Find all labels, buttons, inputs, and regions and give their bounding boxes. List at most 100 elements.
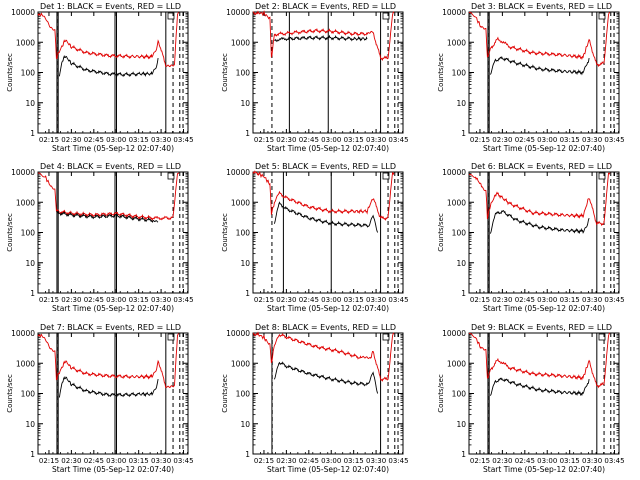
y-tick-label: 10 bbox=[25, 259, 35, 268]
corner-box bbox=[598, 333, 606, 341]
x-axis-label: Start Time (05-Sep-12 02:07:40) bbox=[267, 144, 389, 153]
panel-title: Det 7: BLACK = Events, RED = LLD bbox=[40, 323, 181, 332]
y-tick-label: 100 bbox=[236, 390, 251, 399]
series-line-events bbox=[58, 54, 159, 78]
x-axis-label: Start Time (05-Sep-12 02:07:40) bbox=[483, 144, 605, 153]
y-tick-label: 10000 bbox=[226, 168, 250, 177]
y-axis-label: Counts/sec bbox=[6, 374, 14, 413]
x-axis-label: Start Time (05-Sep-12 02:07:40) bbox=[483, 304, 605, 313]
y-axis-label: Counts/sec bbox=[437, 213, 445, 252]
series-line-events bbox=[489, 56, 590, 76]
y-tick-label: 1 bbox=[461, 289, 466, 298]
x-tick-label: 02:15 bbox=[470, 136, 490, 144]
y-tick-label: 10000 bbox=[11, 329, 35, 338]
corner-box bbox=[382, 333, 390, 341]
y-tick-label: 1 bbox=[245, 289, 250, 298]
x-tick-label: 03:45 bbox=[173, 296, 193, 304]
x-tick-label: 02:15 bbox=[39, 296, 59, 304]
x-tick-label: 03:45 bbox=[604, 457, 624, 465]
corner-box bbox=[598, 12, 606, 20]
y-tick-label: 100 bbox=[21, 390, 36, 399]
panel-title: Det 3: BLACK = Events, RED = LLD bbox=[471, 2, 612, 11]
x-tick-label: 03:30 bbox=[366, 457, 386, 465]
corner-box bbox=[167, 333, 175, 341]
x-tick-label: 02:45 bbox=[84, 136, 104, 144]
y-tick-label: 1000 bbox=[16, 38, 35, 47]
x-tick-label: 03:00 bbox=[321, 457, 341, 465]
y-tick-label: 1000 bbox=[231, 198, 250, 207]
x-tick-label: 03:15 bbox=[129, 136, 149, 144]
x-tick-label: 02:15 bbox=[470, 457, 490, 465]
y-tick-label: 1000 bbox=[16, 198, 35, 207]
panel-det-2: 1 10 100 1000 10000 02:15 02:30 02:45 03:00 03:15… bbox=[221, 2, 409, 153]
x-tick-label: 02:30 bbox=[276, 457, 296, 465]
panel-det-5: 1 10 100 1000 10000 02:15 02:30 02:45 03:00 03:15… bbox=[221, 162, 409, 313]
x-axis-label: Start Time (05-Sep-12 02:07:40) bbox=[52, 144, 174, 153]
x-tick-label: 03:30 bbox=[366, 296, 386, 304]
y-axis-label: Counts/sec bbox=[6, 53, 14, 92]
x-tick-label: 02:30 bbox=[61, 457, 81, 465]
x-tick-label: 03:30 bbox=[151, 296, 171, 304]
y-axis-label: Counts/sec bbox=[437, 374, 445, 413]
y-tick-label: 100 bbox=[452, 390, 467, 399]
x-tick-label: 03:15 bbox=[344, 457, 364, 465]
x-tick-label: 03:45 bbox=[173, 457, 193, 465]
x-tick-label: 02:45 bbox=[515, 457, 535, 465]
series-line-lld bbox=[38, 172, 180, 221]
y-tick-label: 100 bbox=[21, 69, 36, 78]
y-tick-label: 10000 bbox=[11, 8, 35, 17]
corner-box bbox=[598, 172, 606, 180]
y-tick-label: 1 bbox=[30, 129, 35, 138]
panel-title: Det 4: BLACK = Events, RED = LLD bbox=[40, 162, 181, 171]
x-tick-label: 02:30 bbox=[61, 136, 81, 144]
x-tick-label: 03:00 bbox=[537, 296, 557, 304]
series-line-events bbox=[274, 34, 368, 43]
x-axis-label: Start Time (05-Sep-12 02:07:40) bbox=[52, 465, 174, 474]
series-line-events bbox=[273, 201, 379, 233]
x-tick-label: 02:30 bbox=[61, 296, 81, 304]
x-axis-label: Start Time (05-Sep-12 02:07:40) bbox=[52, 304, 174, 313]
x-axis-label: Start Time (05-Sep-12 02:07:40) bbox=[267, 465, 389, 474]
y-tick-label: 10 bbox=[25, 99, 35, 108]
y-tick-label: 10 bbox=[240, 420, 250, 429]
x-tick-label: 03:45 bbox=[173, 136, 193, 144]
x-tick-label: 03:00 bbox=[106, 136, 126, 144]
x-tick-label: 03:30 bbox=[582, 296, 602, 304]
x-tick-label: 03:30 bbox=[151, 457, 171, 465]
x-tick-label: 03:15 bbox=[344, 296, 364, 304]
y-tick-label: 10 bbox=[456, 420, 466, 429]
x-tick-label: 02:15 bbox=[39, 457, 59, 465]
x-tick-label: 03:00 bbox=[106, 296, 126, 304]
y-tick-label: 1 bbox=[245, 129, 250, 138]
x-tick-label: 02:15 bbox=[470, 296, 490, 304]
x-tick-label: 03:45 bbox=[604, 136, 624, 144]
x-axis-label: Start Time (05-Sep-12 02:07:40) bbox=[267, 304, 389, 313]
y-tick-label: 10000 bbox=[442, 8, 466, 17]
series-line-lld bbox=[252, 10, 395, 61]
panel-title: Det 5: BLACK = Events, RED = LLD bbox=[255, 162, 396, 171]
panel-title: Det 8: BLACK = Events, RED = LLD bbox=[255, 323, 396, 332]
x-tick-label: 02:45 bbox=[299, 457, 319, 465]
panel-det-6: 1 10 100 1000 10000 02:15 02:30 02:45 03:00 03:15… bbox=[437, 162, 625, 313]
x-tick-label: 03:45 bbox=[388, 296, 408, 304]
y-tick-label: 100 bbox=[236, 69, 251, 78]
y-tick-label: 1000 bbox=[231, 38, 250, 47]
y-axis-label: Counts/sec bbox=[221, 53, 229, 92]
x-tick-label: 03:00 bbox=[106, 457, 126, 465]
x-tick-label: 03:15 bbox=[560, 136, 580, 144]
panel-title: Det 1: BLACK = Events, RED = LLD bbox=[40, 2, 181, 11]
y-tick-label: 10000 bbox=[11, 168, 35, 177]
y-tick-label: 10000 bbox=[442, 168, 466, 177]
y-tick-label: 100 bbox=[21, 229, 36, 238]
y-axis-label: Counts/sec bbox=[437, 53, 445, 92]
series-line-events bbox=[273, 361, 379, 394]
x-axis-label: Start Time (05-Sep-12 02:07:40) bbox=[483, 465, 605, 474]
y-tick-label: 1000 bbox=[447, 198, 466, 207]
series-line-events bbox=[489, 210, 590, 235]
panel-title: Det 9: BLACK = Events, RED = LLD bbox=[471, 323, 612, 332]
series-line-lld bbox=[468, 172, 611, 227]
y-axis-label: Counts/sec bbox=[221, 213, 229, 252]
x-tick-label: 03:15 bbox=[560, 296, 580, 304]
panel-det-4: 1 10 100 1000 10000 02:15 02:30 02:45 03:00 03:15… bbox=[6, 162, 194, 313]
